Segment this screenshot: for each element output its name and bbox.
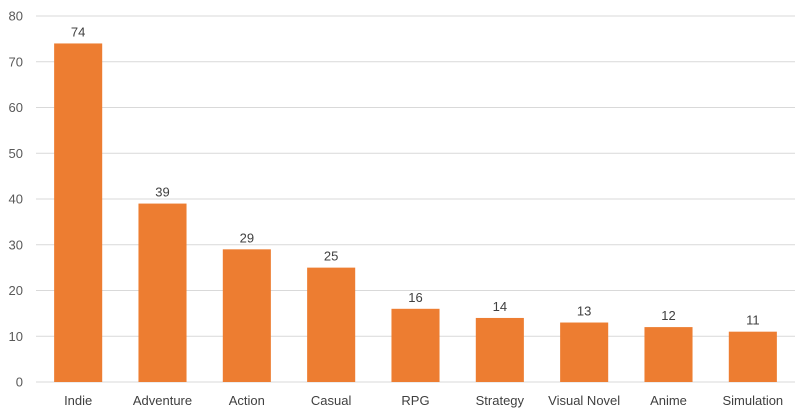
data-label: 16 <box>408 290 422 305</box>
y-tick-label: 70 <box>9 54 23 69</box>
bar-simulation <box>728 331 777 382</box>
y-tick-label: 0 <box>16 375 23 390</box>
data-label: 14 <box>493 299 507 314</box>
data-label: 39 <box>155 185 169 200</box>
y-axis-ticks: 0 10 20 30 40 50 60 70 80 <box>9 9 23 390</box>
bar-anime <box>644 327 693 382</box>
y-tick-label: 60 <box>9 100 23 115</box>
x-axis-ticks: Indie Adventure Action Casual RPG Strategy Vis… <box>64 393 783 408</box>
y-tick-label: 40 <box>9 192 23 207</box>
data-label: 13 <box>577 304 591 319</box>
bar-indie <box>54 43 103 382</box>
data-labels: 74 39 29 25 16 14 13 12 11 <box>71 24 760 327</box>
x-tick-label: Visual Novel <box>548 393 620 408</box>
x-tick-label: RPG <box>401 393 429 408</box>
bar-adventure <box>138 203 187 382</box>
x-tick-label: Strategy <box>476 393 525 408</box>
bar-strategy <box>475 317 524 382</box>
data-label: 25 <box>324 249 338 264</box>
data-label: 12 <box>661 308 675 323</box>
bar-visual-novel <box>560 322 609 382</box>
y-tick-label: 80 <box>9 9 23 24</box>
x-tick-label: Action <box>229 393 265 408</box>
y-tick-label: 30 <box>9 237 23 252</box>
x-tick-label: Simulation <box>722 393 783 408</box>
bar-rpg <box>391 308 440 382</box>
y-tick-label: 50 <box>9 146 23 161</box>
x-tick-label: Anime <box>650 393 687 408</box>
data-label: 11 <box>746 313 760 328</box>
x-tick-label: Adventure <box>133 393 192 408</box>
bar-casual <box>307 267 356 382</box>
x-tick-label: Indie <box>64 393 92 408</box>
y-tick-label: 20 <box>9 283 23 298</box>
bar-action <box>222 249 271 382</box>
data-label: 74 <box>71 24 85 39</box>
y-tick-label: 10 <box>9 329 23 344</box>
bars <box>54 43 777 382</box>
data-label: 29 <box>240 230 254 245</box>
x-tick-label: Casual <box>311 393 352 408</box>
